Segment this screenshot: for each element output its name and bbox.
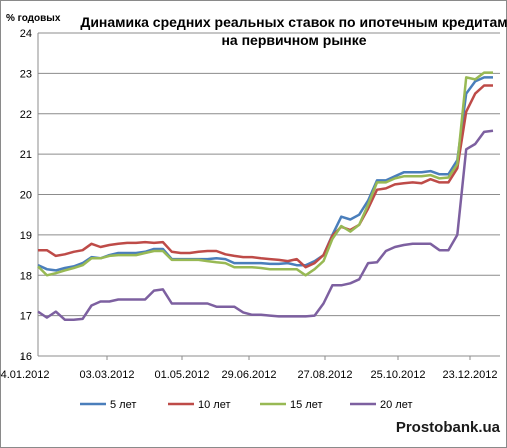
x-tick-label: 29.06.2012 <box>221 369 276 381</box>
y-axis-label: % годовых <box>6 13 61 24</box>
legend-label: 20 лет <box>380 399 413 411</box>
x-tick-label: 03.03.2012 <box>79 369 134 381</box>
series-line-2 <box>38 84 493 269</box>
chart-title-line1: Динамика средних реальных ставок по ипот… <box>80 14 507 30</box>
y-tick-label: 17 <box>20 311 32 323</box>
series-line-1 <box>37 76 493 272</box>
y-tick-label: 23 <box>20 68 32 80</box>
x-tick-label: 04.01.2012 <box>0 369 50 381</box>
y-tick-label: 22 <box>20 109 32 121</box>
chart-title-line2: на первичном рынке <box>221 32 366 48</box>
x-tick-label: 23.12.2012 <box>442 369 497 381</box>
y-tick-label: 21 <box>20 149 32 161</box>
series-line-4 <box>37 129 494 321</box>
x-tick-label: 25.10.2012 <box>370 369 425 381</box>
axes <box>21 33 500 360</box>
watermark: Prostobank.ua <box>396 419 501 436</box>
x-tick-label: 27.08.2012 <box>297 369 352 381</box>
legend-label: 10 лет <box>198 399 231 411</box>
legend-label: 15 лет <box>290 399 323 411</box>
y-tick-label: 24 <box>20 28 32 40</box>
y-tick-label: 19 <box>20 230 32 242</box>
x-tick-labels: 04.01.2012 03.03.2012 01.05.2012 29.06.2012… <box>0 369 498 381</box>
y-tick-labels: 16 17 18 19 20 21 22 23 24 <box>20 28 32 363</box>
y-tick-label: 20 <box>20 190 32 202</box>
x-tick-label: 01.05.2012 <box>154 369 209 381</box>
gridlines <box>38 32 500 357</box>
series-line-3 <box>37 71 493 277</box>
y-tick-label: 16 <box>20 351 32 363</box>
y-tick-label: 18 <box>20 270 32 282</box>
legend-label: 5 лет <box>110 399 136 411</box>
series-lines <box>37 71 494 321</box>
legend: 5 лет 10 лет 15 лет 20 лет <box>80 399 413 411</box>
